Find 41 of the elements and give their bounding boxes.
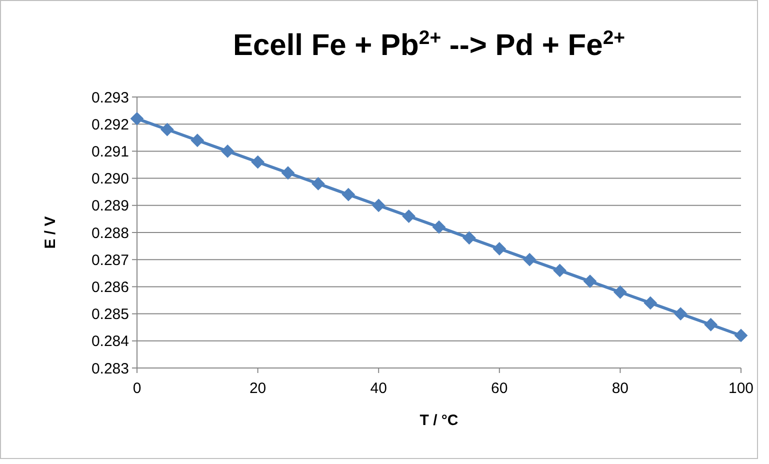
point bbox=[644, 296, 657, 310]
point bbox=[342, 188, 355, 202]
x-tick-label: 100 bbox=[728, 380, 754, 397]
y-tick-label: 0.290 bbox=[91, 170, 129, 188]
x-tick-label: 40 bbox=[370, 380, 387, 397]
point bbox=[704, 318, 718, 332]
x-tick-label: 60 bbox=[491, 380, 508, 397]
y-tick-label: 0.293 bbox=[91, 89, 129, 106]
y-tick-label: 0.291 bbox=[91, 143, 129, 160]
point bbox=[553, 264, 566, 277]
y-tick-label: 0.286 bbox=[91, 278, 129, 296]
y-tick-label: 0.287 bbox=[91, 252, 129, 269]
point bbox=[614, 286, 627, 299]
point bbox=[734, 328, 748, 342]
x-tick-label: 0 bbox=[132, 380, 142, 397]
y-tick-label: 0.283 bbox=[91, 360, 129, 378]
point bbox=[584, 274, 596, 288]
x-tick-label: 20 bbox=[249, 380, 266, 397]
chart-title: Ecell Fe + Pb$^{2+}$ --> Pd + Fe$^{2+}$ bbox=[232, 27, 626, 62]
y-tick-label: 0.285 bbox=[91, 306, 129, 324]
point bbox=[312, 177, 325, 190]
point bbox=[190, 134, 204, 147]
y-axis-title: E / V bbox=[42, 216, 59, 249]
point bbox=[432, 220, 446, 234]
point bbox=[402, 210, 416, 223]
point bbox=[221, 144, 234, 158]
point bbox=[251, 156, 264, 169]
y-tick-label: 0.292 bbox=[91, 116, 129, 134]
y-tick-label: 0.289 bbox=[91, 198, 129, 215]
point bbox=[674, 307, 688, 320]
point bbox=[130, 112, 144, 126]
point bbox=[372, 198, 386, 212]
x-axis-title: T / °C bbox=[420, 412, 458, 429]
point bbox=[282, 166, 294, 180]
point bbox=[160, 123, 174, 136]
point bbox=[523, 253, 536, 266]
point bbox=[462, 231, 476, 244]
y-tick-label: 0.288 bbox=[91, 224, 129, 242]
point bbox=[492, 242, 506, 256]
x-tick-label: 80 bbox=[612, 380, 629, 397]
y-tick-label: 0.284 bbox=[91, 333, 129, 350]
